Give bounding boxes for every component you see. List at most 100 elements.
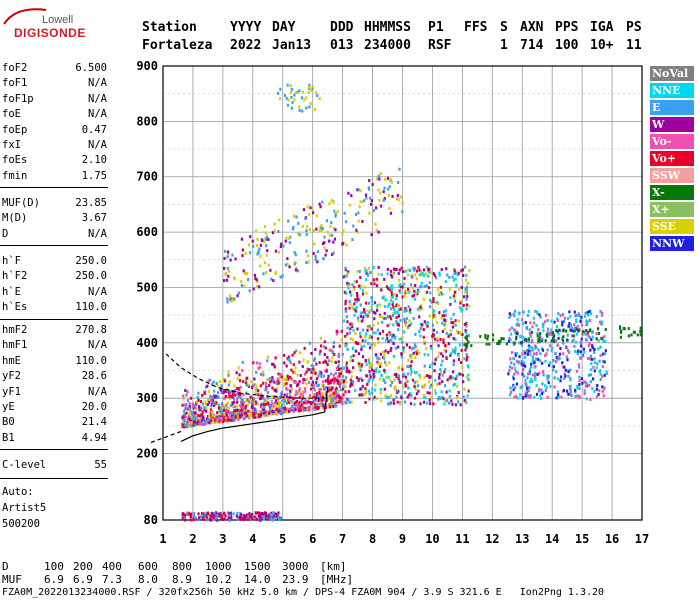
echo-point <box>536 311 539 315</box>
echo-point <box>280 390 283 394</box>
echo-point <box>585 382 588 386</box>
echo-point <box>529 368 532 372</box>
echo-point <box>365 278 368 282</box>
echo-point <box>272 363 275 367</box>
echo-point <box>330 388 333 392</box>
echo-point <box>535 351 538 355</box>
echo-point <box>524 356 527 360</box>
echo-point <box>238 413 242 417</box>
echo-point <box>491 333 495 337</box>
echo-point <box>569 378 572 382</box>
echo-point <box>425 374 429 378</box>
auto-version: 500200 <box>2 518 40 530</box>
echo-point <box>253 377 256 381</box>
echo-point <box>317 406 320 410</box>
echo-point <box>346 326 349 330</box>
echo-point <box>467 340 470 344</box>
echo-point <box>385 285 389 289</box>
echo-point <box>252 415 256 419</box>
echo-point <box>351 338 354 342</box>
echo-point <box>249 518 253 522</box>
echo-point <box>578 386 581 390</box>
echo-point <box>342 393 345 397</box>
echo-point <box>272 378 275 382</box>
echo-point <box>233 384 236 388</box>
echo-point <box>262 517 266 521</box>
echo-point <box>540 361 544 365</box>
echo-point <box>250 512 254 516</box>
echo-point <box>210 402 214 406</box>
echo-point <box>600 320 603 324</box>
echo-point <box>422 297 425 301</box>
echo-point <box>324 369 327 373</box>
echo-point <box>383 368 386 372</box>
echo-point <box>434 378 437 382</box>
echo-point <box>308 83 311 87</box>
echo-point <box>512 375 515 379</box>
echo-point <box>213 402 217 406</box>
echo-point <box>377 265 380 269</box>
echo-point <box>318 372 321 376</box>
echo-point <box>453 295 456 299</box>
echo-point <box>310 351 313 355</box>
echo-point <box>432 314 435 318</box>
echo-point <box>235 413 238 417</box>
echo-point <box>541 347 544 351</box>
echo-point <box>323 241 326 245</box>
echo-point <box>260 403 263 407</box>
echo-point <box>224 394 227 398</box>
echo-point <box>460 348 463 352</box>
echo-point <box>361 355 365 359</box>
echo-point <box>448 389 451 393</box>
echo-point <box>582 330 585 334</box>
footer-d-value: 400 <box>102 560 122 573</box>
echo-point <box>268 377 271 381</box>
echo-point <box>347 270 350 274</box>
echo-point <box>252 515 256 519</box>
echo-point <box>533 361 536 365</box>
echo-point <box>450 321 453 325</box>
echo-point <box>215 516 218 520</box>
echo-point <box>236 377 239 381</box>
echo-point <box>325 219 328 223</box>
echo-point <box>524 381 527 385</box>
echo-point <box>299 404 302 408</box>
echo-point <box>599 369 602 373</box>
echo-point <box>424 396 427 400</box>
echo-point <box>451 370 455 374</box>
echo-point <box>278 401 281 405</box>
echo-point <box>332 392 335 396</box>
echo-point <box>437 354 440 358</box>
echo-point <box>336 375 339 379</box>
echo-point <box>394 346 398 350</box>
echo-point <box>289 384 292 388</box>
echo-point <box>301 109 304 113</box>
echo-point <box>246 376 249 380</box>
echo-point <box>296 269 299 273</box>
x-tick-label: 2 <box>189 532 196 546</box>
echo-point <box>390 380 394 384</box>
echo-point <box>194 516 197 520</box>
echo-point <box>579 341 582 345</box>
echo-point <box>235 371 238 375</box>
echo-point <box>423 284 426 288</box>
echo-point <box>583 389 586 393</box>
echo-point <box>451 325 454 329</box>
echo-point <box>365 390 368 394</box>
echo-point <box>241 407 244 411</box>
echo-point <box>290 106 294 110</box>
echo-point <box>458 343 461 347</box>
echo-point <box>195 416 198 420</box>
echo-point <box>312 242 316 246</box>
echo-point <box>521 352 524 356</box>
echo-point <box>527 339 530 343</box>
echo-point <box>576 394 579 398</box>
echo-point <box>264 511 267 515</box>
echo-point <box>352 366 355 370</box>
echo-point <box>521 396 525 400</box>
echo-point <box>451 275 454 279</box>
echo-point <box>227 269 231 273</box>
echo-point <box>367 359 371 363</box>
x-tick-label: 10 <box>425 532 439 546</box>
echo-point <box>420 325 423 329</box>
